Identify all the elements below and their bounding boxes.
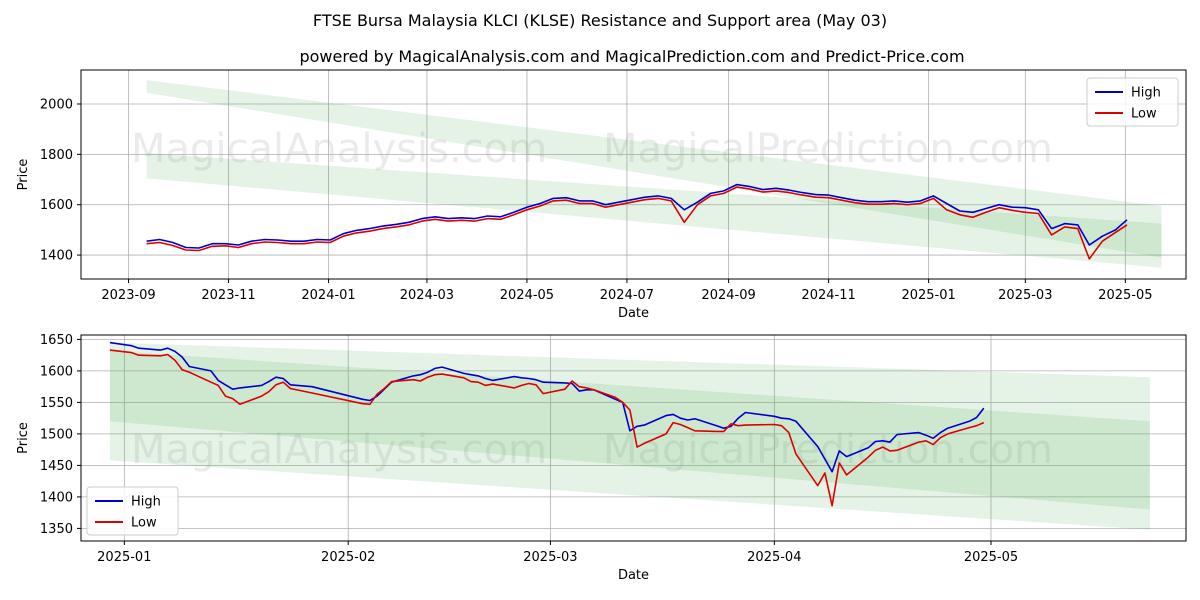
band-area-support [146,153,1162,268]
x-tick-label: 2025-03 [998,288,1052,303]
series [109,341,985,507]
bands [146,80,1162,268]
x-tick-label: 2023-09 [101,288,155,303]
y-tick-label: 1500 [40,427,73,442]
series-line-high [146,183,1128,249]
legend: High Low [1086,77,1179,127]
y-tick-label: 1600 [40,364,73,379]
y-axis: 1400 1600 1800 2000 [40,97,81,264]
y-tick-label: 2000 [40,97,73,112]
plot-frame [80,69,1187,280]
y-tick-label: 1400 [40,249,73,264]
watermark-text: MagicalAnalysis.com [131,126,547,172]
x-tick-label: 2025-04 [747,550,801,565]
grid [81,70,1186,279]
y-tick-label: 1350 [40,522,73,537]
x-tick-label: 2024-07 [600,288,654,303]
bottom-chart: MagicalAnalysis.com MagicalPrediction.com… [16,333,1187,583]
figure-title: FTSE Bursa Malaysia KLCI (KLSE) Resistan… [313,11,887,30]
x-tick-label: 2025-01 [901,288,955,303]
y-axis: 1350 1400 1450 1500 1550 1600 1650 [40,333,81,537]
x-tick-label: 2024-09 [701,288,755,303]
y-tick-label: 1800 [40,148,73,163]
x-tick-label: 2024-01 [301,288,355,303]
y-tick-label: 1400 [40,490,73,505]
x-tick-label: 2025-05 [964,550,1018,565]
legend-label-low: Low [131,516,157,531]
watermark-text: MagicalPrediction.com [603,126,1053,172]
y-tick-label: 1450 [40,459,73,474]
x-tick-label: 2025-03 [523,550,577,565]
x-tick-label: 2025-05 [1098,288,1152,303]
y-axis-label: Price [16,422,31,454]
plot-frame [80,334,1187,542]
y-tick-label: 1550 [40,396,73,411]
figure-subtitle: powered by MagicalAnalysis.com and Magic… [299,47,964,66]
band-area-resistance [146,80,1162,258]
series [146,183,1128,260]
x-tick-label: 2023-11 [201,288,255,303]
band-area-support [109,350,1150,530]
grid [81,335,1186,541]
legend-label-high: High [1131,86,1161,101]
x-axis: 2025-01 2025-02 2025-03 2025-04 2025-05 [97,541,1018,565]
legend-label-high: High [131,495,161,510]
x-tick-label: 2024-03 [400,288,454,303]
x-tick-label: 2025-02 [321,550,375,565]
x-axis: 2023-09 2023-11 2024-01 2024-03 2024-05 2024-… [101,279,1153,303]
y-axis-label: Price [16,159,31,191]
series-line-low [109,349,985,507]
y-tick-label: 1650 [40,333,73,348]
top-chart: MagicalAnalysis.com MagicalPrediction.com… [16,69,1187,321]
x-axis-label: Date [618,306,649,321]
band-area-resistance [109,342,1150,510]
legend-label-low: Low [1131,107,1157,122]
x-tick-label: 2024-05 [500,288,554,303]
series-line-low [146,186,1128,260]
bands [109,342,1150,530]
x-tick-label: 2024-11 [801,288,855,303]
legend: High Low [86,486,179,536]
x-tick-label: 2025-01 [97,550,151,565]
x-axis-label: Date [618,568,649,583]
y-tick-label: 1600 [40,198,73,213]
series-line-high [109,341,985,473]
